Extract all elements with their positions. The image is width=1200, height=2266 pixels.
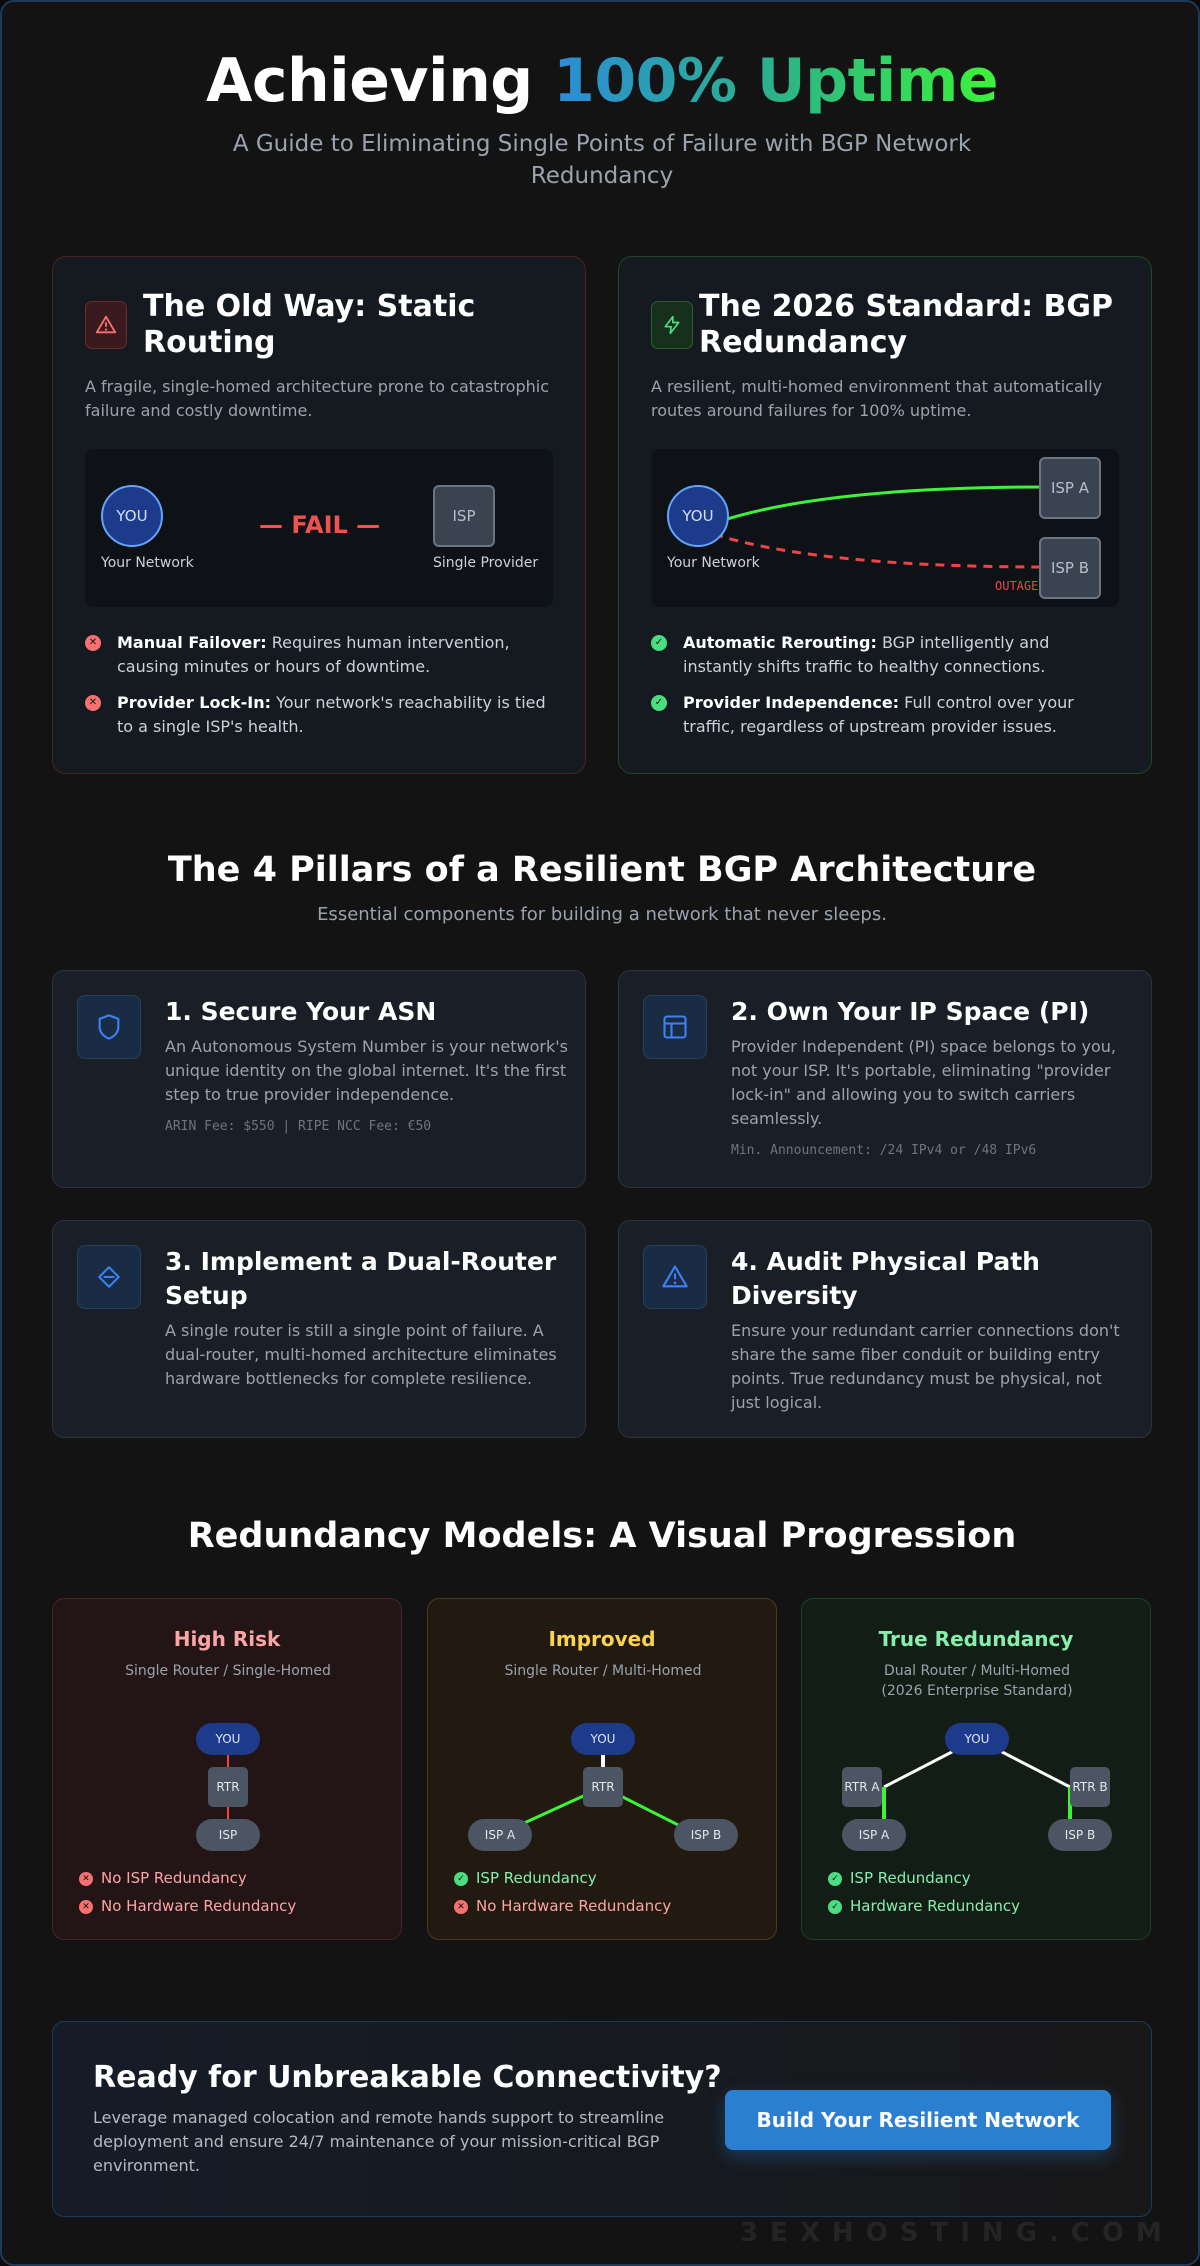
old-way-description: A fragile, single-homed architecture pro… <box>85 377 549 420</box>
bullet-automatic-rerouting: ✓ Automatic Rerouting: BGP intelligently … <box>651 631 1121 679</box>
model-improved: Improved Single Router / Multi-Homed YOU… <box>427 1598 777 1940</box>
pillar-path-diversity: 4. Audit Physical Path Diversity Ensure … <box>618 1220 1152 1438</box>
isp-a-node: ISP A <box>468 1819 532 1851</box>
warning-triangle-icon <box>85 301 127 349</box>
old-way-title: The Old Way: Static Routing <box>143 289 476 360</box>
router-node: RTR <box>208 1767 248 1807</box>
you-node: YOU <box>667 485 729 547</box>
page-subtitle: A Guide to Eliminating Single Points of … <box>232 131 972 189</box>
you-node: YOU <box>196 1723 260 1755</box>
pillar-description: An Autonomous System Number is your netw… <box>165 1037 568 1104</box>
feature-item: ✓ Hardware Redundancy <box>828 1897 1020 1915</box>
isp-node: ISP <box>196 1819 260 1851</box>
check-circle-icon: ✓ <box>828 1900 842 1914</box>
feature-item: ✓ ISP Redundancy <box>828 1869 971 1887</box>
router-node: RTR <box>583 1767 623 1807</box>
check-circle-icon: ✓ <box>651 695 667 711</box>
watermark: 3EXHOSTING.COM <box>740 2218 1174 2248</box>
title-plain: Achieving <box>205 46 533 116</box>
page-title: Achieving 100% Uptime <box>2 46 1198 116</box>
isp-b-node: ISP B <box>674 1819 738 1851</box>
you-caption: Your Network <box>101 555 194 571</box>
models-title: Redundancy Models: A Visual Progression <box>187 1516 1017 1556</box>
x-circle-icon: ✕ <box>79 1872 93 1886</box>
feature-item: ✓ ISP Redundancy <box>454 1869 597 1887</box>
isp-a-node: ISP A <box>1039 457 1101 519</box>
pillar-dual-router: 3. Implement a Dual-Router Setup A singl… <box>52 1220 586 1438</box>
bullet-manual-failover: ✕ Manual Failover: Requires human interve… <box>85 631 555 679</box>
new-standard-title: The 2026 Standard: BGP Redundancy <box>699 289 1114 360</box>
you-node: YOU <box>945 1723 1009 1755</box>
pillars-title: The 4 Pillars of a Resilient BGP Archite… <box>167 850 1037 890</box>
isp-b-node: ISP B <box>1039 537 1101 599</box>
bullet-provider-independence: ✓ Provider Independence: Full control ove… <box>651 691 1121 739</box>
model-title: True Redundancy <box>878 1627 1074 1651</box>
you-node: YOU <box>101 485 163 547</box>
you-node: YOU <box>571 1723 635 1755</box>
old-way-card: The Old Way: Static Routing A fragile, s… <box>52 256 586 774</box>
title-highlight: 100% Uptime <box>553 46 999 116</box>
alert-triangle-icon <box>643 1245 707 1309</box>
cta-banner: Ready for Unbreakable Connectivity? Leve… <box>52 2021 1152 2217</box>
model-subtitle: Single Router / Single-Homed <box>125 1663 331 1679</box>
feature-item: ✕ No Hardware Redundancy <box>454 1897 671 1915</box>
model-title: High Risk <box>173 1627 281 1651</box>
bgp-redundancy-diagram: YOU Your Network ISP A ISP B OUTAGE <box>651 449 1119 607</box>
cta-title: Ready for Unbreakable Connectivity? <box>93 2060 722 2095</box>
pillar-title: 1. Secure Your ASN <box>165 997 437 1026</box>
x-circle-icon: ✕ <box>85 635 101 651</box>
isp-node: ISP <box>433 485 495 547</box>
x-circle-icon: ✕ <box>79 1900 93 1914</box>
outage-label: OUTAGE <box>995 579 1039 593</box>
model-high-risk: High Risk Single Router / Single-Homed Y… <box>52 1598 402 1940</box>
pillar-title: 4. Audit Physical Path Diversity <box>731 1247 1040 1310</box>
pillar-title: 2. Own Your IP Space (PI) <box>731 997 1090 1026</box>
pillar-description: Provider Independent (PI) space belongs … <box>731 1037 1117 1128</box>
pillar-ip-space: 2. Own Your IP Space (PI) Provider Indep… <box>618 970 1152 1188</box>
isp-a-node: ISP A <box>842 1819 906 1851</box>
layout-icon <box>643 995 707 1059</box>
pillar-meta: ARIN Fee: $550 | RIPE NCC Fee: €50 <box>165 1119 432 1134</box>
isp-b-node: ISP B <box>1048 1819 1112 1851</box>
you-caption: Your Network <box>667 555 760 571</box>
router-a-node: RTR A <box>842 1767 882 1807</box>
pillars-subtitle: Essential components for building a netw… <box>317 904 887 925</box>
x-circle-icon: ✕ <box>454 1900 468 1914</box>
model-subtitle: Dual Router / Multi-Homed (2026 Enterpris… <box>881 1663 1073 1699</box>
bullet-provider-lockin: ✕ Provider Lock-In: Your network's reacha… <box>85 691 555 739</box>
model-true-redundancy: True Redundancy Dual Router / Multi-Home… <box>801 1598 1151 1940</box>
check-circle-icon: ✓ <box>651 635 667 651</box>
shield-icon <box>77 995 141 1059</box>
failed-path-isp-b <box>698 527 1048 569</box>
primary-path-isp-a <box>698 485 1048 531</box>
model-subtitle: Single Router / Multi-Homed <box>504 1663 702 1679</box>
pillar-title: 3. Implement a Dual-Router Setup <box>165 1247 557 1310</box>
router-b-node: RTR B <box>1070 1767 1110 1807</box>
x-circle-icon: ✕ <box>85 695 101 711</box>
new-standard-card: The 2026 Standard: BGP Redundancy A resi… <box>618 256 1152 774</box>
old-way-bullets: ✕ Manual Failover: Requires human interve… <box>85 631 555 751</box>
pillar-description: A single router is still a single point … <box>165 1321 557 1388</box>
isp-caption: Single Provider <box>433 555 539 571</box>
cta-description: Leverage managed colocation and remote h… <box>93 2108 665 2175</box>
new-standard-bullets: ✓ Automatic Rerouting: BGP intelligently … <box>651 631 1121 751</box>
check-circle-icon: ✓ <box>454 1872 468 1886</box>
new-standard-description: A resilient, multi-homed environment tha… <box>651 377 1103 420</box>
pillar-meta: Min. Announcement: /24 IPv4 or /48 IPv6 <box>731 1143 1037 1158</box>
pillar-asn: 1. Secure Your ASN An Autonomous System … <box>52 970 586 1188</box>
static-routing-diagram: YOU Your Network — FAIL — ISP Single Pro… <box>85 449 553 607</box>
diamond-router-icon <box>77 1245 141 1309</box>
build-network-button[interactable]: Build Your Resilient Network <box>725 2090 1111 2150</box>
check-circle-icon: ✓ <box>828 1872 842 1886</box>
lightning-bolt-icon <box>651 301 693 349</box>
model-title: Improved <box>548 1627 656 1651</box>
feature-item: ✕ No ISP Redundancy <box>79 1869 247 1887</box>
fail-label: — FAIL — <box>259 511 381 539</box>
pillar-description: Ensure your redundant carrier connection… <box>731 1321 1120 1412</box>
feature-item: ✕ No Hardware Redundancy <box>79 1897 296 1915</box>
